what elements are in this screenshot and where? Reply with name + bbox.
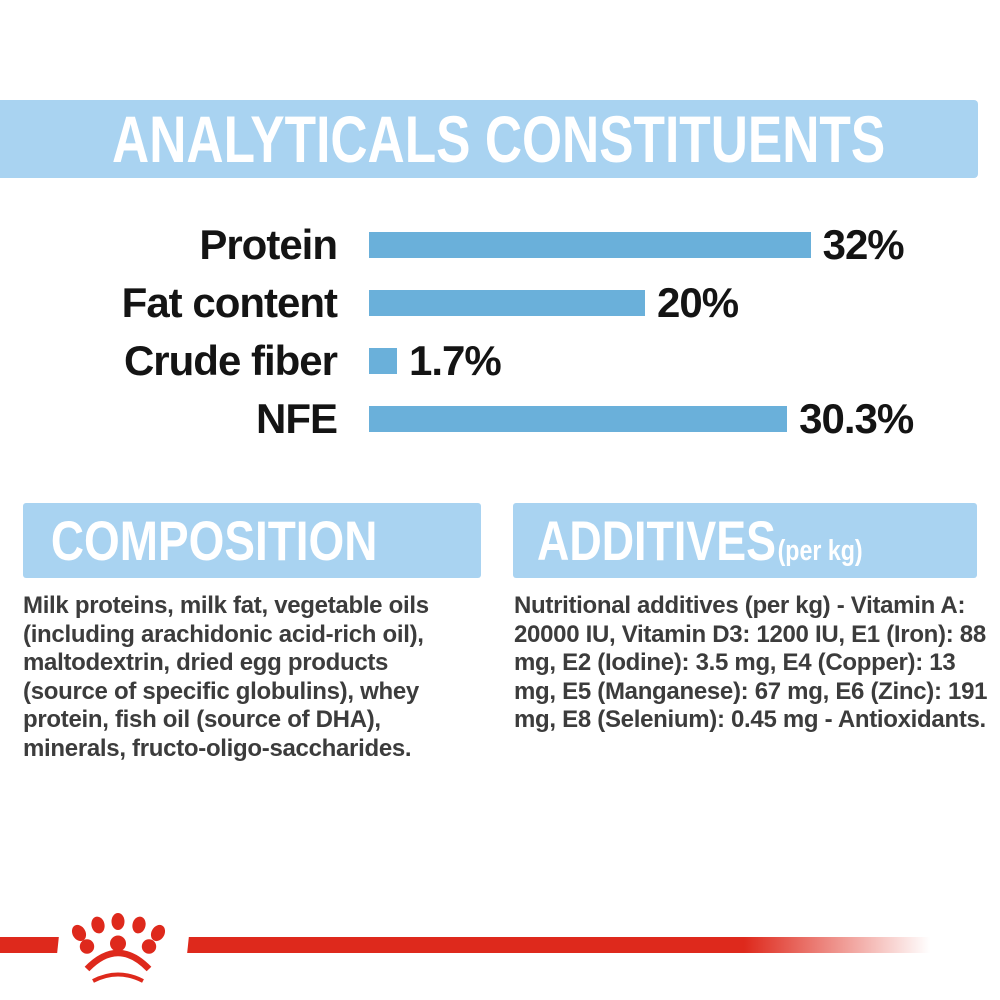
chart-category-label: NFE [256,395,338,442]
chart-category-label: Protein [199,221,338,268]
chart-category-label: Crude fiber [123,337,338,384]
chart-category-label: Fat content [121,279,338,326]
additives-title: ADDITIVES [537,509,776,572]
chart-bar [369,406,788,432]
chart-row: Protein 32% [0,216,1000,274]
chart-value-label: 20% [657,279,739,326]
chart-row: Crude fiber 1.7% [0,332,1000,390]
chart-value-label: 30.3% [799,395,914,442]
composition-header-band: COMPOSITION [23,503,481,578]
additives-text: Nutritional additives (per kg) - Vitamin… [514,592,988,734]
brand-red-line [0,937,930,953]
chart-row: Fat content 20% [0,274,1000,332]
additives-title-suffix: (per kg) [777,535,863,567]
composition-text: Milk proteins, milk fat, vegetable oils … [23,592,429,762]
additives-title-group: ADDITIVES (per kg) [513,508,863,573]
chart-value-label: 32% [822,221,905,268]
composition-title: COMPOSITION [50,509,378,572]
chart-row: NFE 30.3% [0,390,1000,448]
chart-value-label: 1.7% [409,337,502,384]
analytical-constituents-chart: Protein 32% Fat content 20% Crude fiber 1.7% N… [0,216,1000,448]
chart-bar [369,232,811,258]
chart-bar [369,348,397,374]
page-title: ANALYTICALS CONSTITUENTS [112,102,886,176]
analyticals-header-band: ANALYTICALS CONSTITUENTS [0,100,978,178]
chart-bar [369,290,645,316]
additives-header-band: ADDITIVES (per kg) [513,503,977,578]
royal-canin-crown-paw-icon [71,913,166,983]
composition-title-group: COMPOSITION [23,508,378,573]
